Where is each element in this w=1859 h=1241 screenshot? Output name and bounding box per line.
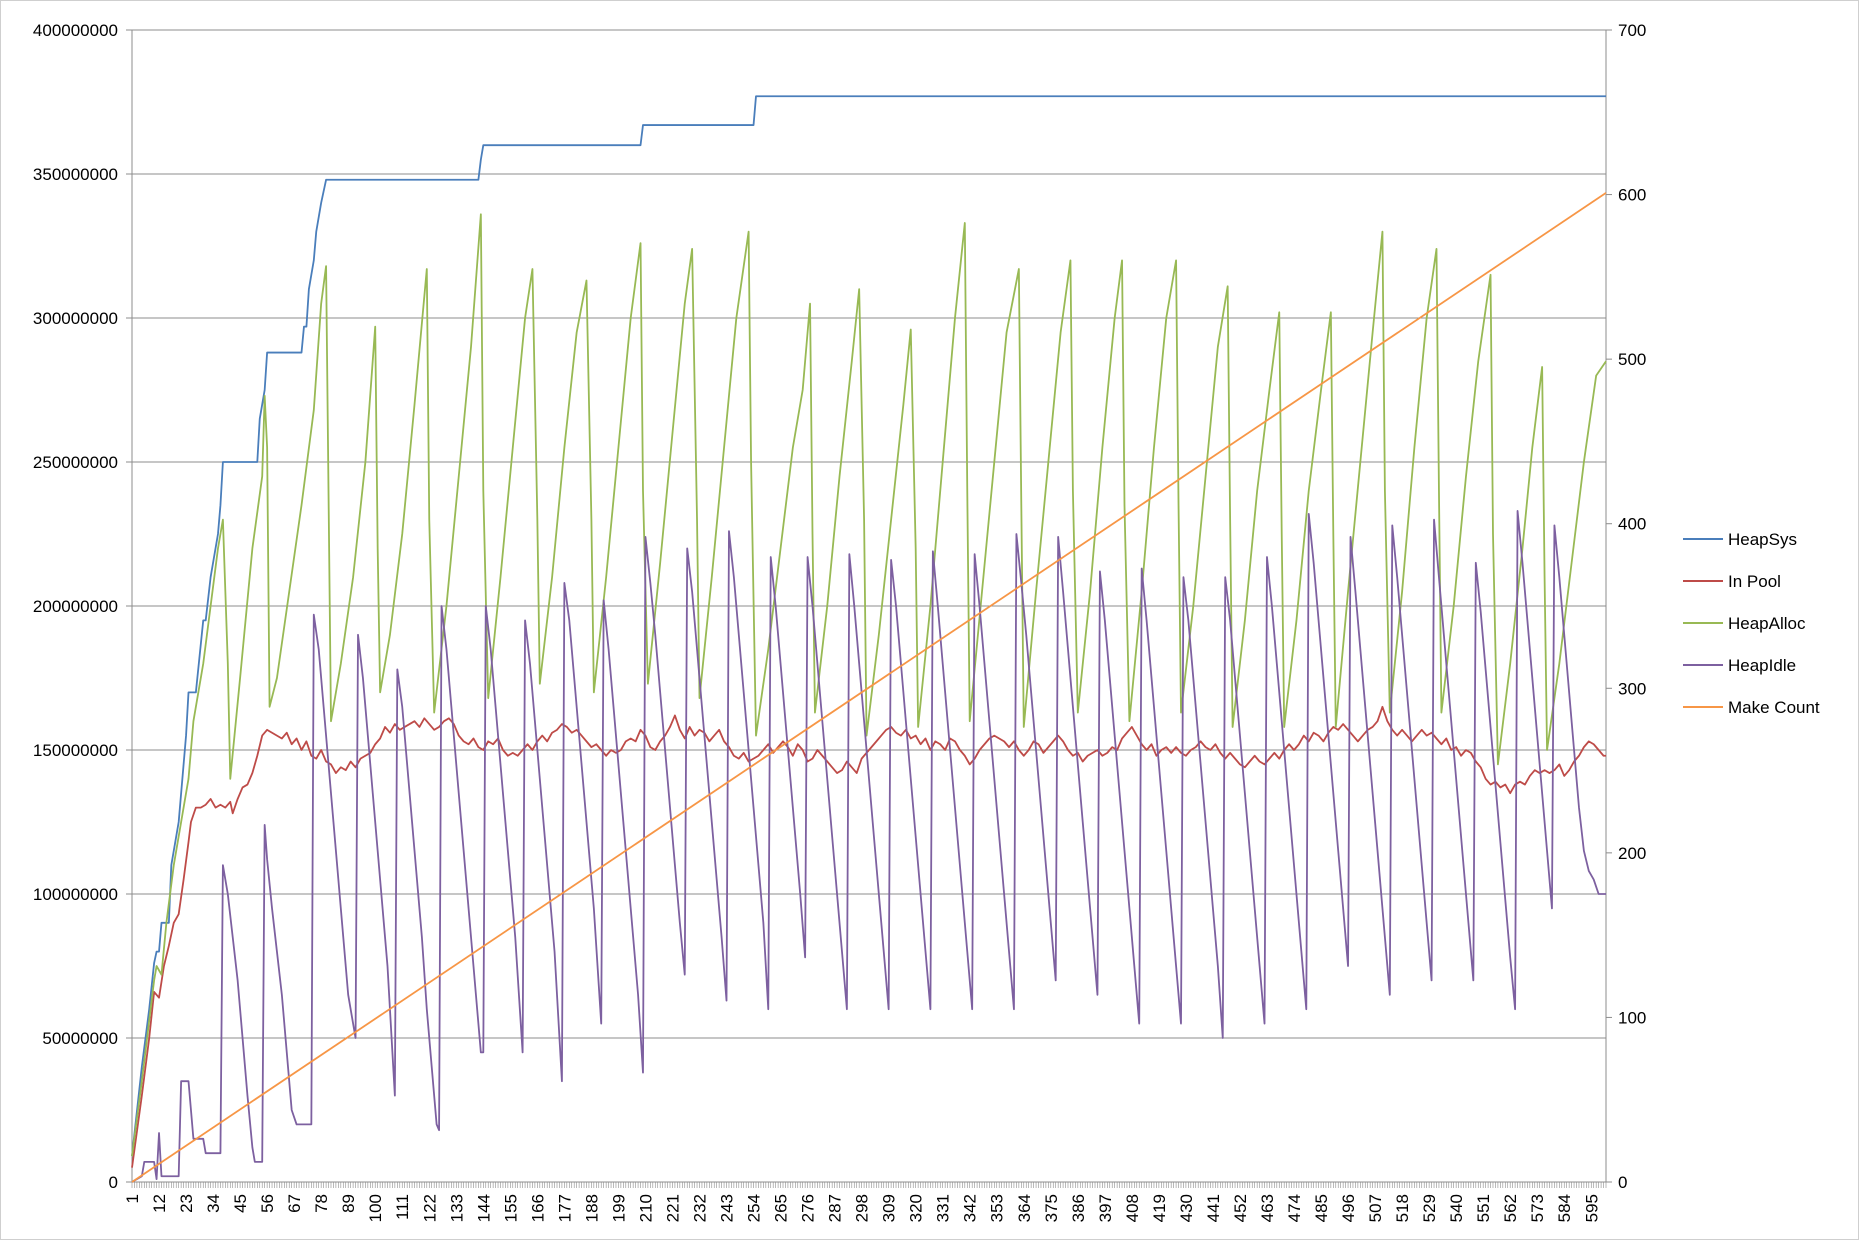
y-tick-label-left: 200000000 [33, 597, 118, 616]
x-tick-label: 441 [1204, 1194, 1223, 1222]
y-tick-label-left: 0 [109, 1173, 118, 1192]
legend-label: In Pool [1728, 572, 1781, 591]
x-tick-label: 56 [258, 1194, 277, 1213]
y-tick-label-right: 700 [1618, 21, 1646, 40]
x-tick-label: 529 [1420, 1194, 1439, 1222]
y-axis-right-ticks: 0 100 200 300 400 500 600 700 [1618, 21, 1646, 1192]
x-tick-label: 144 [474, 1194, 493, 1222]
axes [126, 29, 1612, 1188]
x-tick-label: 133 [447, 1194, 466, 1222]
y-tick-label-right: 600 [1618, 186, 1646, 205]
y-tick-label-right: 400 [1618, 515, 1646, 534]
legend: HeapSys In Pool HeapAlloc HeapIdle Make Coun… [1683, 530, 1820, 717]
y-tick-label-left: 100000000 [33, 885, 118, 904]
x-tick-label: 23 [177, 1194, 196, 1213]
series-lines [131, 95, 1607, 1183]
x-tick-label: 34 [204, 1194, 223, 1213]
x-tick-label: 507 [1366, 1194, 1385, 1222]
x-tick-label: 551 [1474, 1194, 1493, 1222]
x-tick-label: 452 [1231, 1194, 1250, 1222]
x-tick-label: 540 [1447, 1194, 1466, 1222]
y-tick-label-right: 200 [1618, 844, 1646, 863]
y-tick-label-left: 150000000 [33, 741, 118, 760]
x-tick-label: 375 [1042, 1194, 1061, 1222]
legend-label: Make Count [1728, 698, 1820, 717]
x-tick-label: 298 [853, 1194, 872, 1222]
series-line-make-count [131, 192, 1607, 1183]
x-tick-label: 419 [1150, 1194, 1169, 1222]
y-tick-label-right: 300 [1618, 679, 1646, 698]
series-line-heapalloc [131, 213, 1607, 1157]
x-axis-ticks: 1 12 23 34 45 56 67 78 89 100 111 122 133 144 155 166 17… [123, 1194, 1601, 1222]
x-tick-label: 584 [1555, 1194, 1574, 1222]
x-axis-minor-ticks [131, 1182, 1607, 1188]
x-tick-label: 199 [609, 1194, 628, 1222]
x-tick-label: 67 [285, 1194, 304, 1213]
x-tick-label: 100 [366, 1194, 385, 1222]
x-tick-label: 331 [934, 1194, 953, 1222]
x-tick-label: 342 [961, 1194, 980, 1222]
y-tick-label-left: 350000000 [33, 165, 118, 184]
series-line-in-pool [131, 705, 1606, 1168]
x-tick-label: 287 [826, 1194, 845, 1222]
x-tick-label: 408 [1123, 1194, 1142, 1222]
x-tick-label: 595 [1582, 1194, 1601, 1222]
y-tick-label-left: 50000000 [42, 1029, 118, 1048]
x-tick-label: 430 [1177, 1194, 1196, 1222]
x-tick-label: 188 [582, 1194, 601, 1222]
x-tick-label: 386 [1069, 1194, 1088, 1222]
y-axis-left-ticks: 0 50000000 100000000 150000000 200000000 2500… [33, 21, 118, 1192]
y-tick-label-left: 300000000 [33, 309, 118, 328]
x-tick-label: 111 [393, 1194, 412, 1220]
x-tick-label: 496 [1339, 1194, 1358, 1222]
x-tick-label: 397 [1096, 1194, 1115, 1222]
x-tick-label: 320 [907, 1194, 926, 1222]
x-tick-label: 210 [636, 1194, 655, 1222]
x-tick-label: 518 [1393, 1194, 1412, 1222]
y-tick-label-right: 100 [1618, 1008, 1646, 1027]
x-tick-label: 221 [663, 1194, 682, 1222]
x-tick-label: 12 [150, 1194, 169, 1213]
x-tick-label: 364 [1015, 1194, 1034, 1222]
y-tick-label-right: 0 [1618, 1173, 1627, 1192]
x-tick-label: 89 [339, 1194, 358, 1213]
gridlines [132, 29, 1606, 1039]
x-tick-label: 485 [1312, 1194, 1331, 1222]
x-tick-label: 254 [745, 1194, 764, 1222]
x-tick-label: 573 [1528, 1194, 1547, 1222]
x-tick-label: 155 [501, 1194, 520, 1222]
legend-label: HeapIdle [1728, 656, 1796, 675]
x-tick-label: 309 [880, 1194, 899, 1222]
x-tick-label: 1 [123, 1194, 142, 1203]
x-tick-label: 562 [1501, 1194, 1520, 1222]
x-tick-label: 166 [528, 1194, 547, 1222]
y-tick-label-right: 500 [1618, 350, 1646, 369]
x-tick-label: 45 [231, 1194, 250, 1213]
legend-label: HeapAlloc [1728, 614, 1806, 633]
x-tick-label: 177 [555, 1194, 574, 1222]
x-tick-label: 265 [772, 1194, 791, 1222]
x-tick-label: 243 [718, 1194, 737, 1222]
x-tick-label: 232 [690, 1194, 709, 1222]
x-tick-label: 353 [988, 1194, 1007, 1222]
y-tick-label-left: 400000000 [33, 21, 118, 40]
x-tick-label: 78 [312, 1194, 331, 1213]
x-tick-label: 474 [1285, 1194, 1304, 1222]
x-tick-label: 122 [420, 1194, 439, 1222]
y-tick-label-left: 250000000 [33, 453, 118, 472]
series-line-heapsys [131, 95, 1606, 1157]
legend-label: HeapSys [1728, 530, 1797, 549]
x-tick-label: 463 [1258, 1194, 1277, 1222]
x-tick-label: 276 [799, 1194, 818, 1222]
series-line-heapidle [131, 510, 1606, 1183]
